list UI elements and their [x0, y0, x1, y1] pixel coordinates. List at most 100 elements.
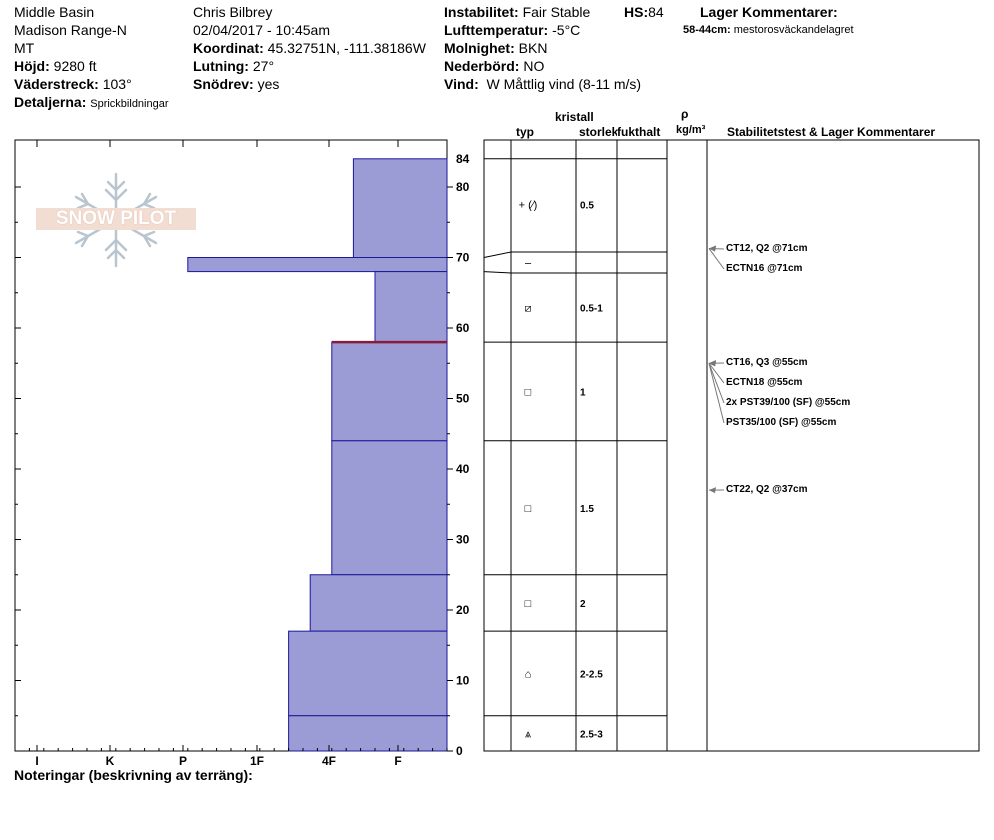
test-arrow-line	[708, 363, 725, 404]
sky-value: BKN	[518, 40, 548, 56]
hardness-layer-bar	[374, 271, 448, 343]
drift-row: Snödrev: yes	[193, 76, 279, 92]
hardness-layer-bar	[288, 715, 448, 752]
location-line-3: MT	[14, 40, 35, 56]
stability-test-label: CT16, Q3 @55cm	[726, 357, 808, 368]
grain-type-symbol: □	[525, 598, 532, 610]
test-arrow-line	[708, 362, 725, 384]
test-arrowhead	[709, 487, 716, 494]
moisture-header: fukthalt	[617, 125, 661, 139]
grain-size-value: 1	[580, 387, 586, 398]
grain-size-value: 0.5-1	[580, 304, 603, 315]
hardness-axis-label: 4F	[322, 754, 336, 768]
size-header: storlek	[579, 126, 617, 139]
grain-size-value: 2-2.5	[580, 669, 603, 680]
hardness-layer-bar	[288, 630, 448, 717]
grain-type-symbol: ⧄	[525, 303, 532, 315]
depth-axis-label: 50	[456, 392, 470, 406]
test-arrow-line	[708, 248, 725, 270]
hs-value: 84	[648, 4, 664, 20]
hardness-axis-label: K	[106, 754, 115, 768]
rho-header: ρ	[681, 107, 689, 121]
depth-axis-label: 60	[456, 321, 470, 335]
wind-row: Vind: W Måttlig vind (8-11 m/s)	[444, 76, 641, 92]
hs-row: HS:84	[624, 4, 664, 20]
density-unit-header: kg/m³	[676, 124, 706, 136]
layer-comment-range: 58-44cm:	[683, 24, 731, 36]
hardness-layer-bar	[309, 574, 448, 632]
grain-type-symbol: ⩓	[525, 728, 532, 740]
stability-test-label: CT12, Q2 @71cm	[726, 243, 808, 254]
test-arrowhead	[709, 245, 716, 252]
aspect-label: Väderstreck:	[14, 76, 99, 92]
hardness-axis-label: I	[35, 754, 38, 768]
observer-name: Chris Bilbrey	[193, 4, 273, 20]
stability-test-label: ECTN16 @71cm	[726, 263, 803, 274]
grain-type-symbol: □	[525, 503, 532, 515]
hardness-layer-bar	[331, 440, 448, 576]
depth-axis-label: 70	[456, 251, 470, 265]
grain-size-value: 0.5	[580, 201, 594, 212]
airtemp-label: Lufttemperatur:	[444, 22, 549, 38]
depth-axis-label: 84	[456, 152, 470, 166]
airtemp-row: Lufttemperatur: -5°C	[444, 22, 580, 38]
layer-comment-row: 58-44cm: mestorosväckandelagret	[683, 24, 854, 37]
hardness-layer-bar	[187, 257, 448, 273]
location-line-1: Middle Basin	[14, 4, 95, 20]
details-value: Sprickbildningar	[90, 98, 169, 110]
notes-label: Noteringar (beskrivning av terräng):	[14, 767, 253, 783]
grain-size-value: 1.5	[580, 504, 594, 515]
wind-value: W Måttlig vind (8-11 m/s)	[486, 76, 642, 92]
observation-datetime: 02/04/2017 - 10:45am	[193, 22, 330, 38]
precip-value: NO	[523, 58, 545, 74]
depth-axis-label: 10	[456, 674, 470, 688]
location-line-2: Madison Range-N	[14, 22, 127, 38]
coordinate-label: Koordinat:	[193, 40, 264, 56]
hs-label: HS:	[624, 4, 649, 20]
instability-value: Fair Stable	[522, 4, 591, 20]
instability-row: Instabilitet: Fair Stable	[444, 4, 590, 20]
precip-row: Nederbörd: NO	[444, 58, 544, 74]
depth-axis-label: 80	[456, 180, 470, 194]
grain-type-symbol: + (⁄)	[519, 200, 538, 212]
aspect-row: Väderstreck: 103°	[14, 76, 132, 92]
sky-label: Molnighet:	[444, 40, 515, 56]
drift-label: Snödrev:	[193, 76, 254, 92]
slope-row: Lutning: 27°	[193, 58, 274, 74]
stability-test-label: PST35/100 (SF) @55cm	[726, 417, 837, 428]
snowpilot-logo: SNOW PILOT	[36, 170, 196, 270]
wind-label: Vind:	[444, 76, 479, 92]
depth-axis-label: 40	[456, 462, 470, 476]
airtemp-value: -5°C	[552, 22, 581, 38]
drift-value: yes	[257, 76, 280, 92]
depth-connector	[483, 271, 512, 274]
elevation-value: 9280 ft	[53, 58, 97, 74]
test-arrowhead	[709, 360, 716, 367]
instability-label: Instabilitet:	[444, 4, 519, 20]
coordinate-value: 45.32751N, -111.38186W	[267, 40, 426, 56]
layer-comment-text: mestorosväckandelagret	[733, 24, 854, 36]
layer-table-frame	[483, 139, 980, 752]
stability-header: Stabilitetstest & Lager Kommentarer	[727, 125, 936, 139]
layer-comments-title: Lager Kommentarer:	[700, 4, 838, 20]
elevation-row: Höjd: 9280 ft	[14, 58, 96, 74]
sky-row: Molnighet: BKN	[444, 40, 547, 56]
depth-axis-label: 0	[456, 744, 463, 758]
slope-value: 27°	[252, 58, 275, 74]
stability-test-label: 2x PST39/100 (SF) @55cm	[726, 397, 851, 408]
stability-test-label: ECTN18 @55cm	[726, 377, 803, 388]
slope-label: Lutning:	[193, 58, 249, 74]
crystal-header: kristall	[555, 110, 594, 124]
depth-connector	[483, 251, 512, 258]
details-label: Detaljerna:	[14, 94, 87, 110]
stability-test-label: CT22, Q2 @37cm	[726, 484, 808, 495]
hardness-layer-bar	[352, 158, 448, 258]
elevation-label: Höjd:	[14, 58, 50, 74]
hardness-axis-label: 1F	[250, 754, 264, 768]
grain-type-symbol: ⌂	[525, 668, 532, 680]
grain-type-symbol: –	[525, 258, 532, 270]
hardness-axis-label: P	[179, 754, 187, 768]
hardness-layer-bar	[331, 341, 448, 442]
hardness-axis-label: F	[394, 754, 401, 768]
